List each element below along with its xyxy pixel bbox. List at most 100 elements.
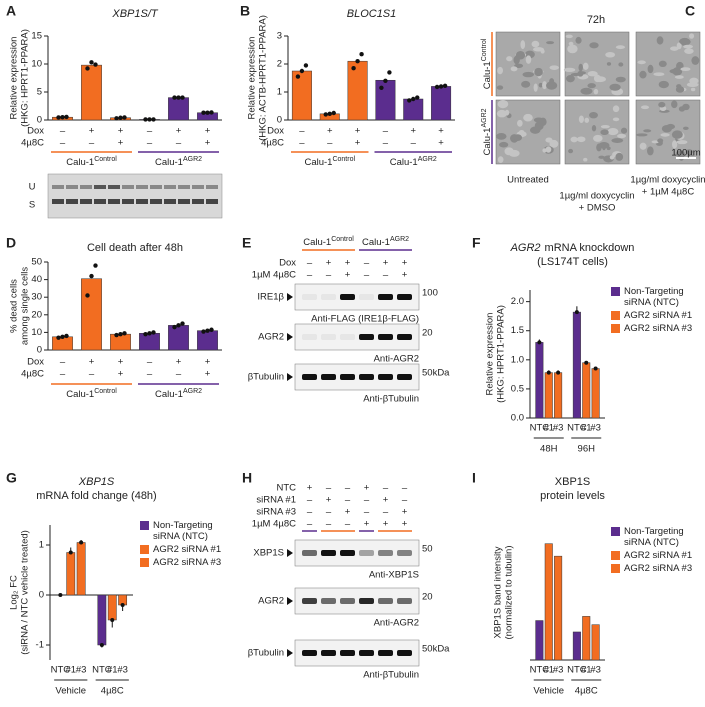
cell: [658, 60, 667, 68]
group-label-base: Calu-1: [155, 157, 183, 168]
cell: [513, 134, 523, 142]
group-label: Calu-1AGR2: [155, 156, 202, 168]
blot-band: [302, 598, 317, 604]
legend-entry: AGR2 siRNA #1: [140, 544, 228, 555]
cell: [584, 117, 590, 123]
condition-state: +: [89, 357, 95, 368]
cell: [587, 83, 596, 89]
group-label-base: Calu-1: [155, 389, 183, 400]
column-label: 1µg/ml doxycyclin: [559, 191, 634, 202]
legend-swatch: [140, 545, 149, 554]
condition-label: NTC: [276, 483, 296, 494]
gel-band: [192, 199, 204, 204]
legend-label: AGR2 siRNA #1: [624, 310, 693, 321]
band-label: βTubulin: [248, 372, 284, 383]
category-label: 4µ8C: [575, 686, 598, 697]
y-axis-label: Log₂ FC: [9, 575, 20, 610]
cell: [514, 63, 524, 68]
blot-band: [321, 334, 336, 340]
title-italic: AGR2: [510, 242, 541, 254]
cell: [609, 155, 615, 160]
cell: [570, 136, 578, 143]
gel-band: [80, 185, 92, 189]
antibody-label: Anti-FLAG (IRE1β-FLAG): [311, 314, 419, 325]
blot-band: [397, 334, 412, 340]
group-label-sup: AGR2: [390, 236, 409, 243]
legend-label: Non-Targeting siRNA (NTC): [624, 286, 684, 308]
blot-band: [302, 294, 317, 300]
cell: [605, 51, 616, 58]
condition-state: –: [299, 126, 305, 137]
cell: [545, 146, 552, 153]
condition-state: +: [355, 126, 361, 137]
cell: [609, 83, 621, 91]
bar-label: NTC: [530, 423, 550, 434]
replicate-dot: [383, 78, 388, 84]
mean-dot: [593, 366, 598, 371]
y-axis-label: Relative expression: [485, 313, 496, 396]
y-axis-label: (HKG: ACTB-HPRT1-PPARA): [258, 15, 269, 141]
condition-label: 4µ8C: [21, 369, 44, 380]
replicate-dot: [89, 60, 94, 65]
condition-state: +: [383, 258, 389, 269]
condition-label: 4µ8C: [21, 138, 44, 149]
cell: [563, 67, 576, 72]
bar: [403, 98, 424, 121]
panel-letter: I: [472, 470, 476, 486]
gel-band: [66, 185, 78, 189]
y-axis-label: (HKG: HPRT1-PPARA): [496, 305, 507, 403]
blot-band: [378, 650, 393, 656]
band-arrow: [287, 597, 293, 605]
y-tick-label: 1.5: [511, 325, 524, 336]
condition-state: –: [89, 138, 95, 149]
cell: [532, 47, 545, 52]
cell: [575, 36, 582, 44]
gel-band: [136, 199, 148, 204]
bar: [347, 60, 368, 121]
blot-band: [302, 550, 317, 556]
bar-label: NTC: [51, 665, 71, 676]
condition-state: +: [383, 519, 389, 530]
legend-label: Non-Targeting siRNA (NTC): [153, 520, 213, 542]
group-label-sup: AGR2: [183, 388, 202, 395]
bar: [139, 333, 160, 351]
condition-state: –: [147, 138, 153, 149]
condition-state: +: [438, 126, 444, 137]
replicate-dot: [176, 95, 181, 100]
bar: [591, 368, 600, 419]
legend-entry: AGR2 siRNA #1: [611, 310, 699, 321]
panel-letter: D: [6, 235, 16, 251]
group-label-base: Calu-1: [66, 389, 94, 400]
group-label-sup: Control: [332, 156, 355, 163]
gel-band: [94, 185, 106, 189]
mean-dot: [537, 340, 542, 345]
row-label-base: Calu-1: [482, 61, 493, 89]
y-axis-label: among single cells: [20, 267, 31, 345]
replicate-dot: [201, 329, 206, 334]
condition-state: –: [364, 270, 370, 281]
y-tick-label: 0: [37, 115, 42, 126]
panel-title: 72h: [587, 14, 605, 26]
legend: Non-Targeting siRNA (NTC) AGR2 siRNA #1 AG…: [140, 520, 228, 570]
bar-label: #1: [65, 665, 76, 676]
bar: [107, 594, 117, 621]
blot-band: [378, 294, 393, 300]
replicate-dot: [114, 116, 119, 121]
condition-state: –: [147, 369, 153, 380]
cell: [549, 139, 559, 148]
cell: [660, 133, 670, 137]
band-arrow: [287, 293, 293, 301]
replicate-dot: [147, 117, 152, 122]
condition-state: +: [176, 357, 182, 368]
condition-state: –: [402, 483, 408, 494]
group-label-base: Calu-1: [362, 237, 390, 248]
gel-band: [122, 199, 134, 204]
condition-state: +: [327, 126, 333, 137]
replicate-dot: [114, 332, 119, 338]
bar: [572, 631, 581, 661]
blot-band: [378, 598, 393, 604]
condition-state: +: [355, 138, 361, 149]
band-arrow: [287, 649, 293, 657]
y-tick-label: 15: [31, 31, 42, 42]
cell: [565, 34, 573, 39]
